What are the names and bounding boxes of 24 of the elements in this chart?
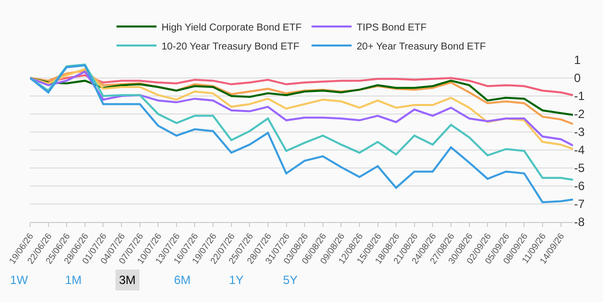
line-series — [30, 77, 573, 116]
legend-label: 10-20 Year Treasury Bond ETF — [162, 41, 300, 52]
y-tick-label: -5 — [574, 161, 585, 176]
y-tick-label: -7 — [574, 197, 585, 212]
y-tick-label: -3 — [574, 125, 585, 140]
text: 1W — [10, 273, 29, 287]
text: 3M — [119, 273, 136, 287]
y-tick-label: 0 — [574, 71, 581, 86]
line-series — [30, 64, 573, 181]
y-tick-label: -6 — [574, 179, 585, 194]
legend-label: TIPS Bond ETF — [356, 22, 427, 34]
y-tick-label: -1 — [574, 89, 585, 104]
legend-label: 20+ Year Treasury Bond ETF — [356, 41, 486, 52]
legend-label: High Yield Corporate Bond ETF — [162, 22, 302, 34]
y-tick-label: -8 — [574, 215, 585, 230]
y-tick-label: -2 — [574, 107, 585, 122]
line-series — [30, 64, 573, 204]
text: 1Y — [229, 273, 244, 287]
y-tick-label: 1 — [574, 53, 581, 68]
line-series — [30, 70, 573, 125]
text: 6M — [174, 273, 191, 287]
text: 5Y — [283, 273, 298, 287]
text: 1M — [65, 273, 82, 287]
y-tick-label: -4 — [574, 143, 585, 158]
